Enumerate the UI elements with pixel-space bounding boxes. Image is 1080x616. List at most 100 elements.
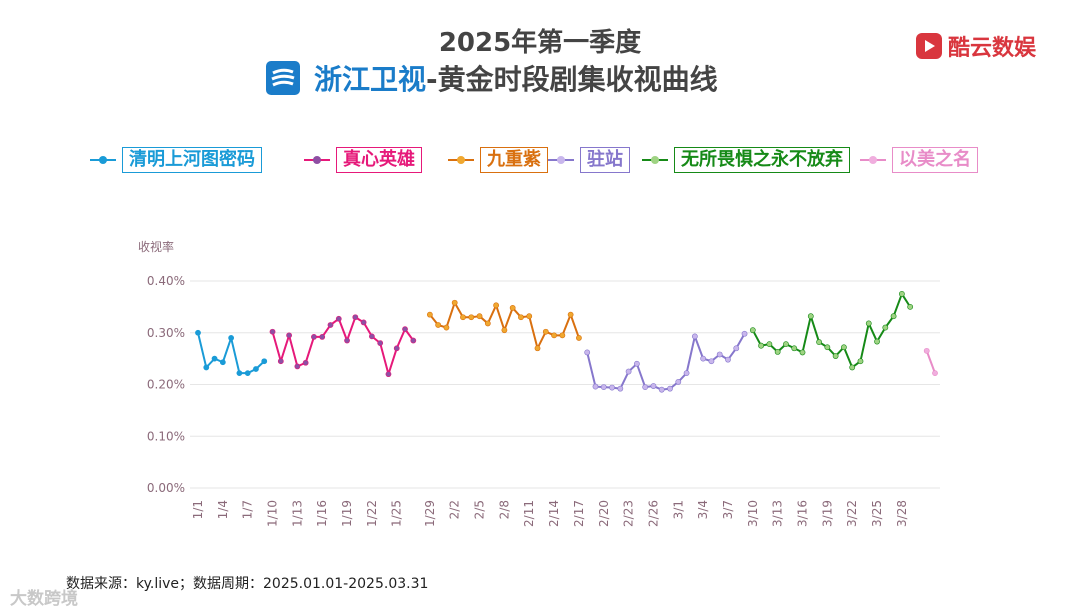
series-2: [426, 299, 582, 352]
data-point: [244, 370, 251, 377]
legend-label: 无所畏惧之永不放弃: [674, 147, 850, 173]
data-point: [203, 364, 210, 371]
data-point: [841, 344, 847, 351]
x-tick-label: 3/10: [746, 500, 760, 527]
title-line-2: 浙江卫视 -黄金时段剧集收视曲线: [266, 58, 718, 98]
legend: 清明上河图密码 真心英雄 九重紫 驻站 无所畏惧之永不放弃 以美之名: [90, 146, 1070, 176]
x-tick-label: 1/19: [340, 500, 354, 527]
legend-label: 清明上河图密码: [122, 147, 262, 173]
legend-item: 以美之名: [860, 146, 978, 174]
legend-marker: [548, 156, 574, 164]
data-point: [683, 370, 690, 377]
y-axis-label: 收视率: [138, 239, 174, 254]
data-point: [311, 333, 317, 340]
x-tick-label: 1/1: [191, 500, 205, 519]
data-point: [716, 351, 723, 358]
data-point: [484, 320, 491, 327]
data-point: [708, 358, 715, 365]
data-point: [468, 314, 475, 321]
series-line: [751, 292, 911, 369]
data-point: [633, 360, 640, 367]
x-tick-label: 1/22: [365, 500, 379, 527]
data-point: [269, 328, 276, 335]
data-point: [476, 313, 483, 320]
data-point: [335, 315, 342, 322]
data-point: [360, 319, 367, 326]
x-tick-label: 2/2: [448, 500, 462, 519]
data-point: [228, 335, 235, 341]
data-point: [219, 359, 226, 366]
data-point: [733, 345, 740, 352]
x-tick-label: 2/8: [497, 500, 511, 519]
x-tick-label: 2/17: [572, 500, 586, 527]
data-point: [368, 333, 375, 340]
data-point: [617, 385, 624, 392]
series-4: [749, 291, 914, 371]
data-point: [534, 345, 541, 352]
x-tick-label: 3/22: [845, 500, 859, 527]
x-tick-label: 2/11: [522, 500, 536, 527]
data-point: [451, 299, 458, 306]
y-tick-label: 0.00%: [147, 481, 185, 495]
y-tick-label: 0.10%: [147, 429, 185, 443]
legend-item: 无所畏惧之永不放弃: [642, 146, 850, 174]
data-point: [385, 371, 392, 378]
legend-marker: [860, 156, 886, 164]
data-point: [211, 355, 218, 362]
x-tick-label: 3/4: [696, 500, 710, 519]
x-tick-label: 1/4: [216, 500, 230, 519]
data-point: [932, 370, 938, 377]
data-point: [691, 333, 698, 340]
data-point: [344, 337, 350, 344]
title-subtitle: -黄金时段剧集收视曲线: [426, 63, 718, 96]
x-tick-label: 3/13: [771, 500, 785, 527]
legend-label: 驻站: [580, 147, 630, 173]
x-tick-label: 2/26: [646, 500, 660, 527]
legend-item: 九重紫: [448, 146, 548, 174]
channel-name: 浙江卫视: [314, 63, 427, 96]
data-point: [642, 384, 649, 390]
data-point: [236, 370, 243, 377]
legend-label: 真心英雄: [336, 147, 422, 173]
data-point: [377, 340, 384, 346]
y-tick-label: 0.30%: [147, 326, 185, 340]
data-point: [791, 345, 798, 352]
data-point: [518, 314, 524, 321]
brand-logo: 酷云数娱: [916, 30, 1036, 62]
x-tick-label: 3/28: [895, 500, 909, 527]
data-point: [195, 329, 201, 336]
title-line-1: 2025年第一季度: [438, 28, 642, 58]
data-point: [286, 332, 292, 339]
data-point: [501, 327, 508, 334]
legend-item: 清明上河图密码: [90, 146, 262, 174]
data-point: [559, 332, 566, 339]
legend-marker: [304, 156, 330, 164]
data-point: [352, 314, 359, 321]
data-point: [749, 327, 756, 334]
data-point: [443, 324, 450, 331]
data-point: [402, 326, 408, 333]
legend-marker: [448, 156, 474, 164]
data-point: [542, 328, 549, 335]
x-tick-label: 3/16: [796, 500, 810, 527]
series-line: [586, 333, 746, 391]
data-point: [584, 349, 591, 356]
x-tick-label: 1/7: [241, 500, 255, 519]
legend-item: 真心英雄: [304, 146, 422, 174]
data-point: [277, 358, 284, 365]
data-point: [261, 358, 268, 365]
y-tick-label: 0.20%: [147, 378, 185, 392]
data-point: [319, 333, 326, 340]
data-point: [435, 322, 442, 328]
data-point: [907, 303, 914, 310]
x-tick-label: 1/25: [390, 500, 404, 527]
x-tick-label: 1/13: [290, 500, 304, 527]
data-point: [816, 339, 822, 345]
legend-label: 九重紫: [480, 147, 548, 173]
play-icon: [916, 33, 942, 59]
data-point: [675, 379, 682, 385]
x-tick-label: 2/23: [622, 500, 636, 527]
legend-label: 以美之名: [892, 147, 978, 173]
data-point: [650, 383, 657, 389]
x-tick-label: 2/20: [597, 500, 611, 527]
